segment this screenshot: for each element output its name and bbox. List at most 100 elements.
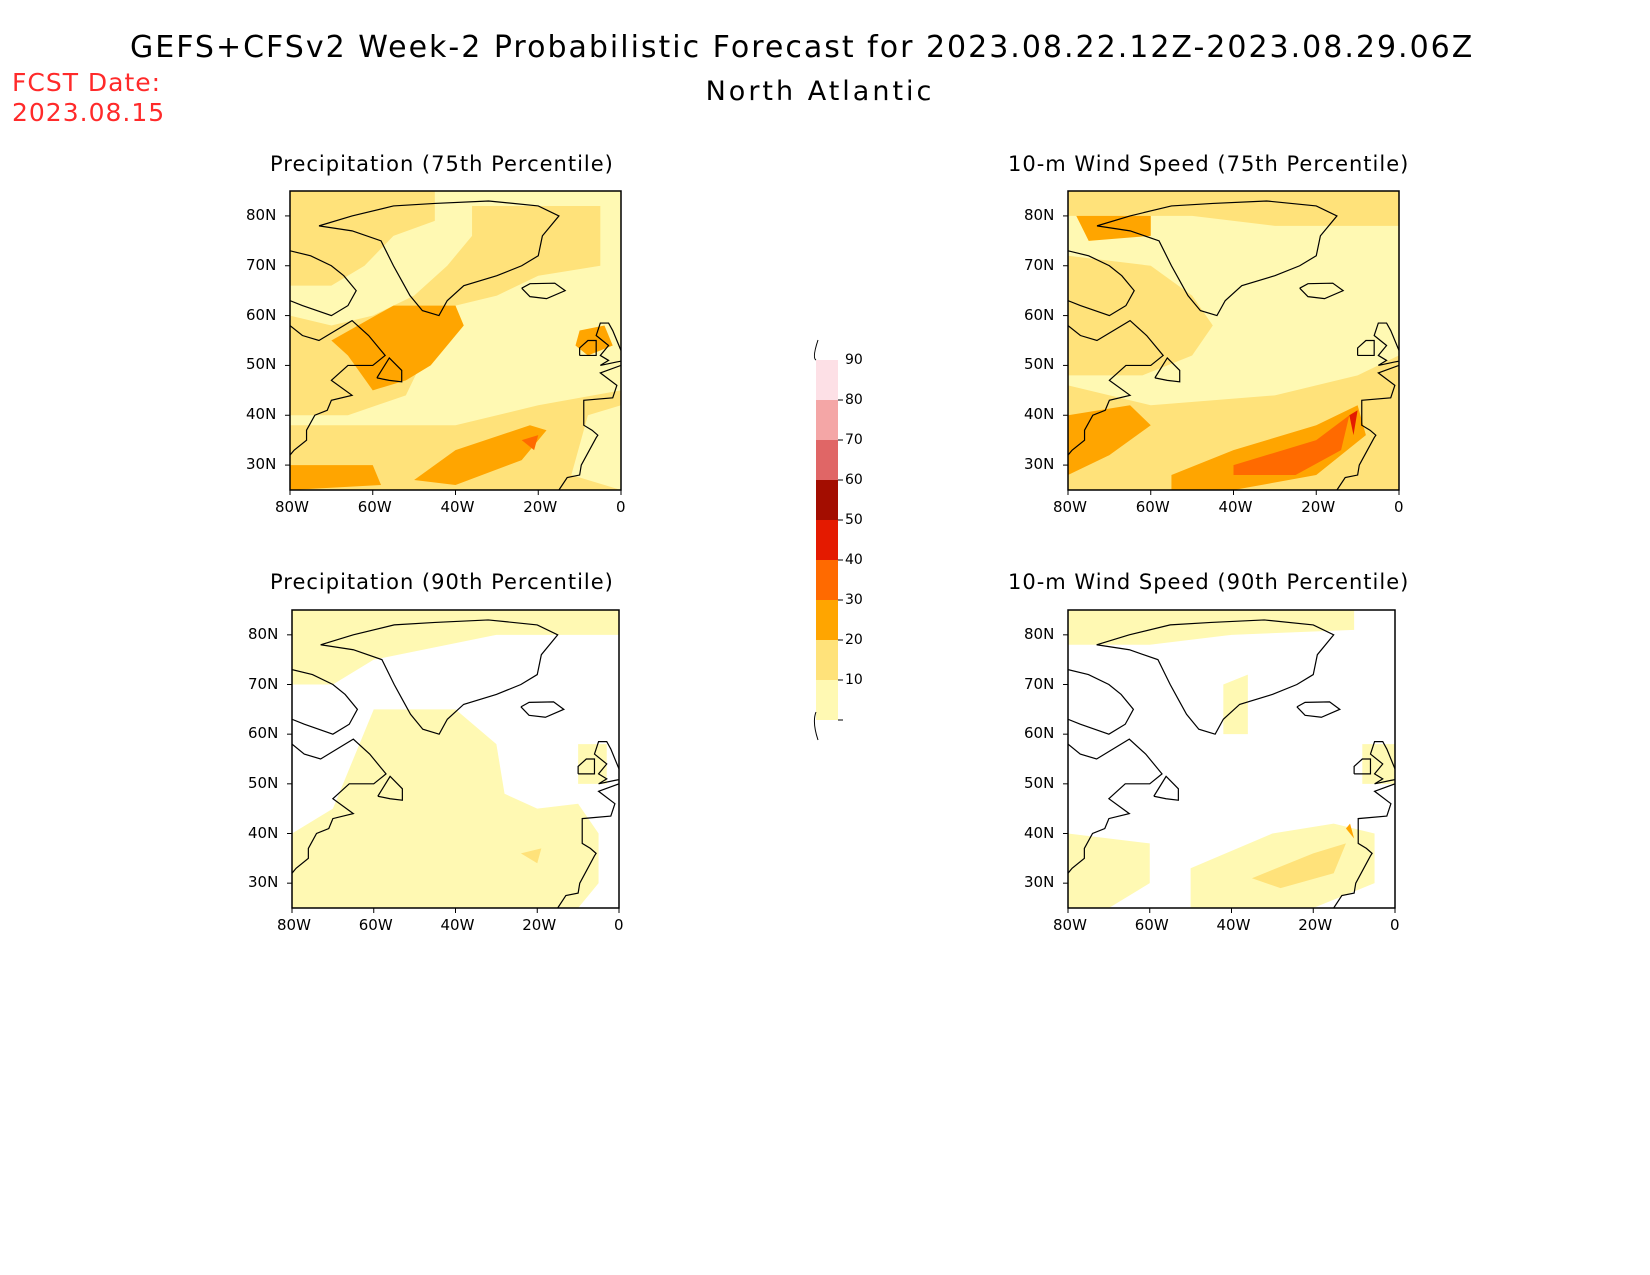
lat-label: 80N [1024,624,1055,643]
lon-label: 80W [1053,498,1087,516]
probability-shading [1345,823,1355,839]
lat-label: 40N [1024,823,1055,842]
probability-shading [1362,744,1395,784]
probability-shading [1068,833,1150,908]
lon-label: 40W [440,916,475,934]
probability-shading [1171,405,1366,490]
probability-shading [1251,843,1346,889]
coastline [1068,319,1165,456]
lon-label: 20W [1301,498,1336,516]
legend-band [816,640,838,680]
coastline [593,741,619,785]
probability-shading [290,465,382,490]
coastline [1068,250,1135,317]
probability-shading [290,191,435,286]
coastline [1154,356,1181,383]
lat-label: 80N [248,624,279,643]
legend-band [816,440,838,480]
probability-shading [1233,415,1350,476]
lon-label: 0 [1394,498,1404,516]
coastline [595,322,621,367]
coastline [1068,738,1163,874]
coastline [292,738,387,874]
fcst-date-label: FCST Date: [12,68,162,97]
lon-label: 0 [616,498,626,516]
color-scale-legend [813,339,843,741]
lon-label: 80W [1053,916,1087,934]
coastline [1353,758,1372,775]
coastline [1096,619,1335,735]
legend-band [816,480,838,520]
lat-label: 80N [246,205,277,224]
lat-label: 60N [1024,724,1055,743]
legend-label: 20 [845,632,863,648]
legend-band [816,680,838,720]
lon-label: 80W [277,916,311,934]
probability-shading [520,848,542,864]
legend-label: 90 [845,352,863,368]
probability-shading [1068,255,1213,376]
probability-shading [1223,674,1248,735]
coastline [1369,741,1395,785]
legend-band [816,600,838,640]
lat-label: 70N [1024,255,1055,274]
legend-band [816,400,838,440]
coastline [579,339,597,357]
coastline [1357,339,1375,357]
chart-title: GEFS+CFSv2 Week-2 Probabilistic Forecast… [130,30,1475,65]
coastline [520,701,566,718]
coastline [1299,282,1345,300]
legend-band [816,520,838,560]
probability-shading [1349,410,1358,436]
lat-label: 40N [248,823,279,842]
fcst-date-value: 2023.08.15 [12,98,166,127]
lat-label: 60N [248,724,279,743]
probability-shading [521,435,539,451]
legend-label: 70 [845,432,863,448]
coastline [577,758,596,775]
legend-label: 40 [845,552,863,568]
lat-label: 60N [246,305,277,324]
coastline [521,282,567,300]
probability-shading [1068,191,1399,226]
coastline [1096,200,1338,317]
legend-label: 10 [845,672,863,688]
panel-title-wind-90: 10-m Wind Speed (90th Percentile) [1008,570,1410,594]
coastline [1373,322,1399,367]
lon-label: 80W [275,498,309,516]
lon-label: 60W [1134,916,1169,934]
lat-label: 50N [1024,355,1055,374]
coastline [1296,701,1342,718]
lat-label: 60N [1024,305,1055,324]
lon-label: 60W [357,498,392,516]
lon-label: 20W [523,498,558,516]
probability-shading [331,305,464,391]
lon-label: 0 [1390,916,1400,934]
legend-end-caps [813,339,819,741]
lat-label: 30N [1024,455,1055,474]
lon-label: 60W [1135,498,1170,516]
coastline [558,364,621,490]
coastline [1333,783,1395,908]
lat-label: 40N [1024,405,1055,424]
coastline [290,319,387,456]
lat-label: 50N [246,355,277,374]
coastline [1336,364,1399,490]
legend-band [816,560,838,600]
coastline [290,250,357,317]
lon-label: 40W [440,498,475,516]
coastline [318,200,560,317]
lon-label: 20W [522,916,557,934]
probability-shading [292,709,599,908]
legend-band [816,360,838,400]
lat-label: 50N [1024,773,1055,792]
legend-label: 50 [845,512,863,528]
probability-shading [292,610,619,685]
legend-label: 80 [845,392,863,408]
lat-label: 50N [248,773,279,792]
probability-shading [571,405,621,490]
coastline [376,356,403,383]
